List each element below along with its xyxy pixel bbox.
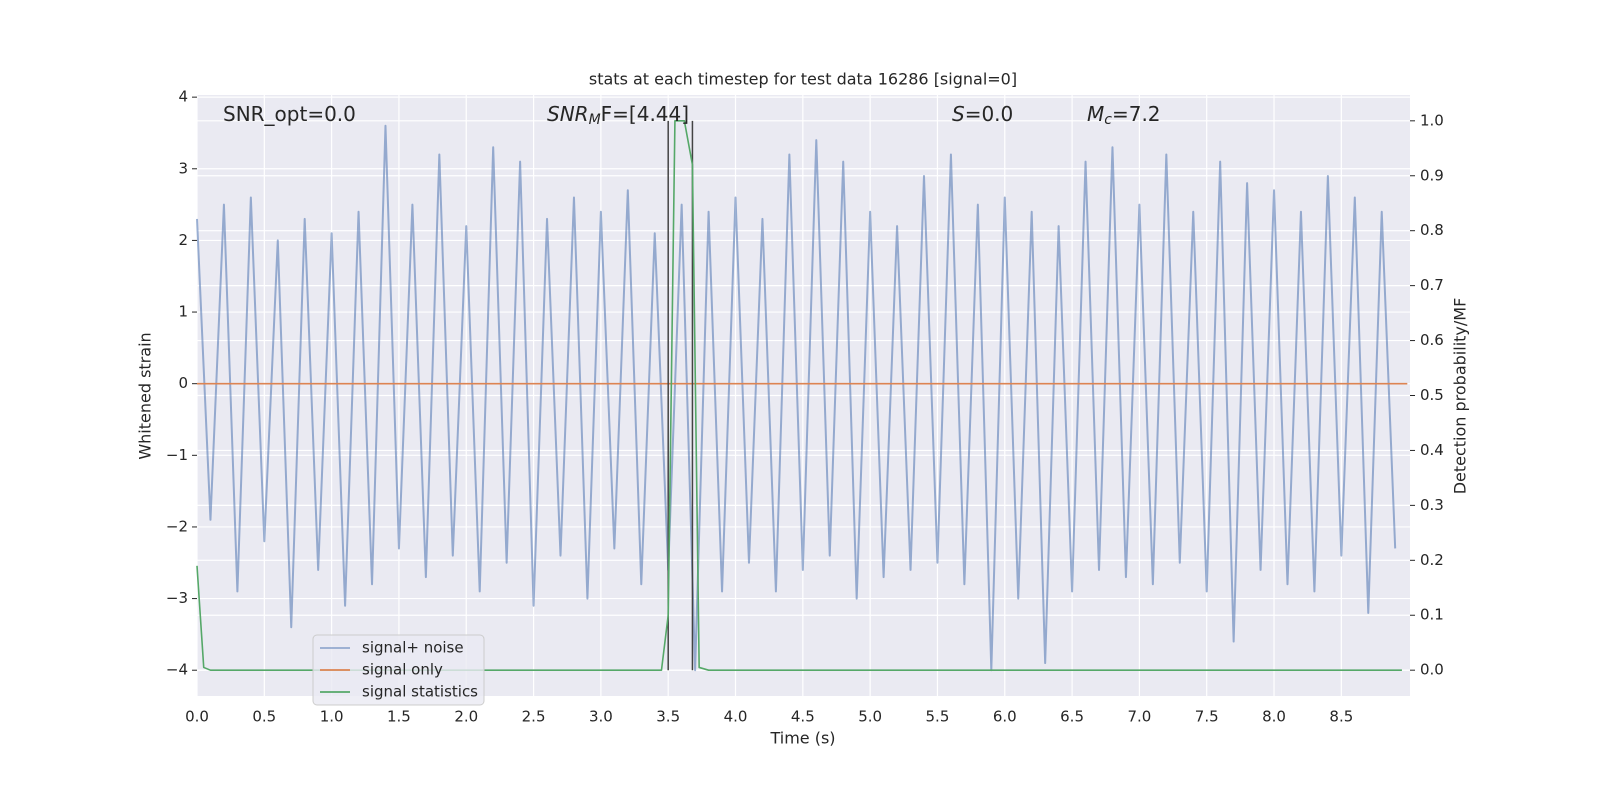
annotation-rest: =0.0 [965,102,1014,126]
annotation-base: M [1087,102,1104,126]
series-line [196,124,1397,672]
annotation-base: SNR [547,102,589,126]
y-tick-label: 0 [178,374,188,392]
x-axis-label: Time (s) [769,729,835,748]
y-tick-label: 2 [178,231,188,249]
x-tick-label: 7.0 [1127,708,1151,726]
y2-tick-label: 0.9 [1420,166,1444,184]
annotation-rest: F=[4.44] [601,102,689,126]
y2-tick-label: 0.6 [1420,331,1444,349]
x-tick-label: 8.0 [1262,708,1286,726]
x-tick-label: 5.5 [926,708,950,726]
x-tick-label: 3.5 [656,708,680,726]
y2-tick-label: 0.3 [1420,496,1444,514]
x-tick-label: 4.0 [724,708,748,726]
annotation: SNRMF=[4.44] [547,102,689,129]
annotation-rest: =7.2 [1112,102,1161,126]
y-tick-label: −2 [166,517,188,535]
annotation-base: SNR_opt=0.0 [223,102,356,126]
y-tick-label: −3 [166,589,188,607]
x-tick-label: 8.5 [1329,708,1353,726]
x-tick-label: 0.5 [252,708,276,726]
annotation-base: S [952,102,965,126]
y2-tick-label: 1.0 [1420,111,1444,129]
y2-tick-label: 0.1 [1420,606,1444,624]
x-tick-label: 0.0 [185,708,209,726]
y-tick-label: −1 [166,446,188,464]
y-tick-label: 4 [178,88,188,106]
x-tick-label: 6.0 [993,708,1017,726]
legend-label: signal+ noise [362,639,464,657]
annotation-sub: M [589,112,601,128]
x-tick-label: 1.0 [320,708,344,726]
annotation-sub: c [1104,112,1112,128]
annotation: S=0.0 [952,102,1013,126]
legend-label: signal only [362,661,443,679]
y2-tick-label: 0.7 [1420,276,1444,294]
legend-box [312,634,485,706]
x-tick-label: 7.5 [1195,708,1219,726]
x-tick-label: 3.0 [589,708,613,726]
legend-label: signal statistics [362,683,478,701]
y2-tick-label: 0.5 [1420,386,1444,404]
x-tick-label: 4.5 [791,708,815,726]
y-tick-label: 3 [178,159,188,177]
y-tick-label: −4 [166,661,188,679]
y2-tick-label: 0.2 [1420,551,1444,569]
annotation: Mc=7.2 [1087,102,1161,129]
y-tick-label: 1 [178,303,188,321]
y2-tick-label: 0.4 [1420,441,1444,459]
y2-tick-label: 0.0 [1420,661,1444,679]
chart-title: stats at each timestep for test data 162… [589,70,1017,89]
annotation: SNR_opt=0.0 [223,102,356,126]
x-tick-label: 2.5 [522,708,546,726]
series-line [196,120,1402,671]
y2-tick-label: 0.8 [1420,221,1444,239]
y2-axis-label: Detection probability/MF [1451,298,1470,495]
x-tick-label: 1.5 [387,708,411,726]
legend: signal+ noise signal only signal statistic… [312,634,485,706]
y-axis-label: Whitened strain [136,332,155,459]
x-tick-label: 2.0 [454,708,478,726]
x-tick-label: 5.0 [858,708,882,726]
x-tick-label: 6.5 [1060,708,1084,726]
